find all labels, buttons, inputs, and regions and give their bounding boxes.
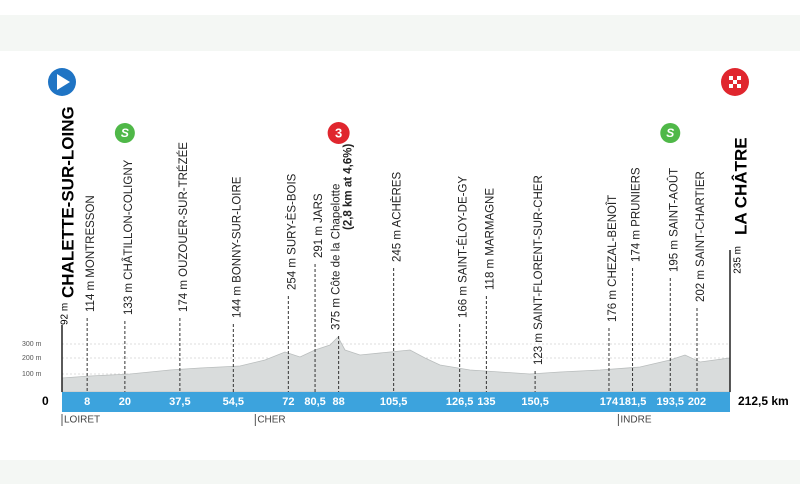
sprint-icon xyxy=(660,123,681,143)
finish-altitude: 235 m xyxy=(733,246,744,274)
sprint-icon-text: S xyxy=(121,126,129,140)
start-altitude: 92 m xyxy=(60,303,71,325)
km-label: 80,5 xyxy=(304,396,325,408)
km-label: 20 xyxy=(119,396,131,408)
km-label: 174 xyxy=(600,396,619,408)
waypoint-label: 123 m SAINT-FLORENT-SUR-CHER xyxy=(533,175,545,365)
top-band xyxy=(0,15,800,51)
start-km: 0 xyxy=(42,394,49,408)
km-label: 105,5 xyxy=(380,396,408,408)
altitude-label: 200 m xyxy=(22,355,42,362)
department-label: INDRE xyxy=(620,415,651,426)
department-label: CHER xyxy=(257,415,285,426)
elevation-profile xyxy=(61,336,731,393)
km-label: 37,5 xyxy=(169,396,190,408)
km-label: 8 xyxy=(84,396,90,408)
sprint-icon xyxy=(114,123,135,143)
sprint-icon-text: S xyxy=(666,126,674,140)
km-label: 88 xyxy=(333,396,345,408)
waypoint-label: 176 m CHEZAL-BENOÎT xyxy=(606,195,619,322)
waypoint-label: 118 m MARMAGNE xyxy=(484,188,496,290)
climb-icon xyxy=(327,122,350,144)
km-label: 202 xyxy=(688,396,706,408)
waypoint-label: 114 m MONTRESSON xyxy=(85,195,97,312)
waypoint-label: 375 m Côte de la Chapelotte xyxy=(331,184,343,330)
finish-checker xyxy=(729,76,741,88)
climb-detail: (2,8 km at 4,6%) xyxy=(343,144,355,230)
waypoint-label: 174 m PRUNIERS xyxy=(631,167,643,262)
km-label: 54,5 xyxy=(223,396,244,408)
department-label: LOIRET xyxy=(64,415,100,426)
start-name: CHALETTE-SUR-LOING xyxy=(58,106,77,298)
waypoint-label: 195 m SAINT-AOÛT xyxy=(667,168,680,272)
km-label: 193,5 xyxy=(657,396,685,408)
km-label: 126,5 xyxy=(446,396,474,408)
altitude-label: 100 m xyxy=(22,371,42,378)
start-icon-arrow xyxy=(57,74,70,90)
bottom-band xyxy=(0,460,800,484)
waypoint-label: 166 m SAINT-ÉLOY-DE-GY xyxy=(457,176,470,318)
km-label: 72 xyxy=(282,396,294,408)
altitude-label: 300 m xyxy=(22,341,42,348)
km-label: 150,5 xyxy=(521,396,549,408)
waypoint-label: 174 m OUZOUER-SUR-TRÉZÉE xyxy=(177,142,190,312)
waypoint-label: 133 m CHÂTILLON-COLIGNY xyxy=(122,159,135,315)
waypoint-label: 202 m SAINT-CHARTIER xyxy=(695,171,707,302)
finish-km: 212,5 km xyxy=(738,394,789,408)
waypoint-label: 245 m ACHÈRES xyxy=(391,172,404,262)
waypoint-label: 291 m JARS xyxy=(313,193,325,258)
waypoint-label: 254 m SURY-ÈS-BOIS xyxy=(285,173,298,290)
finish-name: LA CHÂTRE xyxy=(731,137,750,235)
km-label: 135 xyxy=(477,396,495,408)
km-label: 181,5 xyxy=(619,396,647,408)
distance-bar xyxy=(62,392,730,412)
waypoint-label: 144 m BONNY-SUR-LOIRE xyxy=(231,176,243,318)
climb-category: 3 xyxy=(335,125,342,140)
